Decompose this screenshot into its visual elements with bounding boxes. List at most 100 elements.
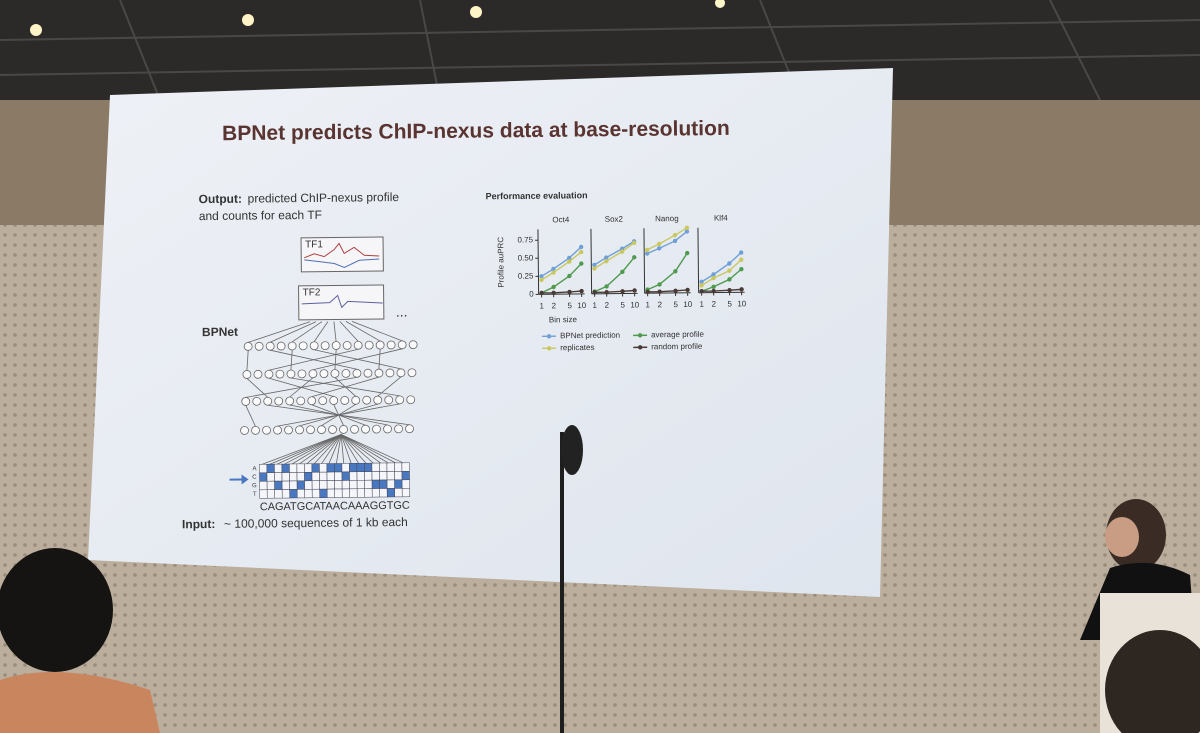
grid-cell [259,489,268,499]
neuron [364,340,374,350]
grid-cell [394,462,403,472]
grid-cell [371,488,380,498]
grid-cell [401,462,410,472]
x-tick-label: 5 [673,300,678,309]
input-label: Input: [182,517,215,531]
connection [345,321,381,342]
series-line [647,289,688,293]
grid-cell [349,488,358,498]
grid-cell [296,489,306,499]
base-label: A [252,466,256,472]
grid-cell [304,489,313,499]
model-label: BPNet [202,325,238,339]
neuron [342,340,352,350]
neuron [296,396,306,406]
data-point [739,287,744,292]
data-point [711,284,716,289]
x-tick-label: 5 [567,301,572,310]
connection [321,434,342,464]
neuron [295,425,304,435]
connection [340,434,389,464]
grid-cell [356,462,365,473]
grid-cell [289,489,298,499]
series-line [541,246,582,277]
grid-cell [259,463,268,474]
grid-cell [349,463,358,473]
data-point [657,289,662,294]
neuron [297,369,307,379]
grid-cell [266,489,276,499]
grid-cell [259,480,268,491]
grid-cell [274,463,283,473]
ceiling-light [30,24,42,36]
output-text: and counts for each TF [199,208,322,223]
grid-cell [379,479,388,489]
neuron [405,424,414,434]
series-line [594,256,635,293]
data-point [739,250,744,255]
grid-cell [326,488,335,498]
neuron [284,425,293,435]
connection [378,349,381,370]
ellipsis: ... [396,303,408,319]
x-tick-label: 2 [605,301,610,310]
neuron [318,396,328,406]
series-line [594,289,635,294]
neuron [306,425,315,435]
data-point [656,246,662,251]
grid-cell [289,463,298,473]
connection [335,434,342,464]
connection [340,434,345,464]
connection [306,434,342,465]
grid-cell [311,480,320,490]
data-point [672,238,678,244]
grid-cell [394,479,403,489]
grid-cell [326,463,335,473]
neuron [396,368,406,378]
series-line [701,268,742,292]
neuron [241,397,251,406]
base-label: C [252,475,257,481]
neuron [331,341,341,350]
data-point [699,289,704,294]
legend-label: average profile [651,330,705,340]
grid-cell [394,488,403,498]
connection [340,434,367,464]
chart-title: Performance evaluation [486,190,588,201]
neuron [265,341,275,351]
grid-cell [349,480,358,490]
grid-cell [341,488,350,498]
neuron [254,341,264,351]
series-line [701,288,742,292]
legend-swatch [637,345,643,350]
grid-cell [326,480,335,490]
neuron [319,369,329,379]
grid-cell [266,480,275,490]
grid-cell [364,462,373,472]
grid-cell [311,463,320,473]
data-point [579,261,584,266]
data-point [539,290,544,296]
neuron [253,369,263,379]
connection [262,434,342,465]
data-point [711,272,716,277]
neuron [406,395,416,405]
data-point [684,229,690,234]
data-point [727,288,732,293]
data-point [620,269,625,275]
data-point [619,249,625,254]
grid-cell [326,471,335,481]
connection [340,434,352,464]
data-point [672,232,678,238]
neuron [274,396,284,406]
panel-title: Nanog [655,214,679,223]
grid-cell [334,471,343,481]
neuron [307,396,317,406]
base-label: G [252,483,257,489]
grid-cell [349,471,358,481]
base-label: T [253,492,257,498]
series-line [646,230,688,255]
grid-cell [386,479,395,489]
axis [590,228,593,294]
neuron [407,368,417,378]
